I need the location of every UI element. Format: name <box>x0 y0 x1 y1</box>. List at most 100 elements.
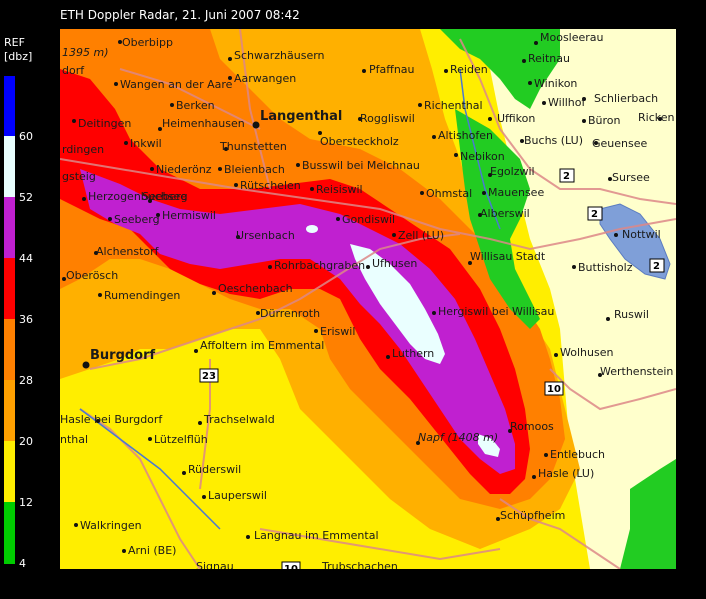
legend-tick-28: 28 <box>19 374 33 387</box>
place-oberoesch: Oberösch <box>66 269 118 282</box>
road-shield-2b: 2 <box>587 206 603 221</box>
place-moosleerau: Moosleerau <box>540 31 604 44</box>
legend-tick-60: 60 <box>19 130 33 143</box>
legend-band-44-52 <box>4 197 15 258</box>
place-willhof: Willhof <box>548 96 587 109</box>
place-gondiswil: Gondiswil <box>342 213 395 226</box>
echo-4-12-east <box>455 109 540 329</box>
legend-tick-12: 12 <box>19 496 33 509</box>
place-uffikon: Uffikon <box>497 112 535 125</box>
place-zell-lu: Zell (LU) <box>398 229 444 242</box>
place-schlierbach: Schlierbach <box>594 92 658 105</box>
echo-52-60-b <box>478 434 500 457</box>
place-seeberg: Seeberg <box>142 190 188 203</box>
river-wigger <box>459 68 501 230</box>
road-shield-2a: 2 <box>559 168 575 183</box>
place-inkwil: Inkwil <box>130 137 162 150</box>
road-network <box>60 29 676 569</box>
echo-52-60 <box>350 244 445 364</box>
place-herzogenbuchsee-partial: Herzogenbuchsee <box>88 190 187 203</box>
place-egolzwil: Egolzwil <box>490 165 535 178</box>
place-labels: Oberbipp 1395 m) dorf Schwarzhäusern Wan… <box>60 31 674 569</box>
place-roggliswil: Roggliswil <box>360 112 415 125</box>
place-buttisholz: Buttisholz <box>578 261 633 274</box>
place-langnau-im-emmental: Langnau im Emmental <box>254 529 379 542</box>
place-schwarzhausern: Schwarzhäusern <box>234 49 325 62</box>
place-hasle-lu: Hasle (LU) <box>538 467 594 480</box>
legend-band-36-44 <box>4 258 15 319</box>
place-luetzelflueh: Lützelflüh <box>154 433 208 446</box>
place-lauperswil: Lauperswil <box>208 489 267 502</box>
place-obersteckholz: Obersteckholz <box>320 135 399 148</box>
place-seeberg-b: Seeberg <box>114 213 160 226</box>
place-pfaffnau: Pfaffnau <box>369 63 415 76</box>
place-affoltern-im-emmental: Affoltern im Emmental <box>200 339 324 352</box>
place-alberswil: Alberswil <box>480 207 530 220</box>
place-romoos: Romoos <box>510 420 554 433</box>
road-shield-2a-label: 2 <box>563 171 570 182</box>
place-luthern: Luthern <box>392 347 434 360</box>
legend-tick-20: 20 <box>19 435 33 448</box>
river-emme <box>79 408 221 530</box>
place-wangen-an-der-aare: Wangen an der Aare <box>120 78 233 91</box>
place-hergiswil-bei-willisau: Hergiswil bei Willisau <box>438 305 554 318</box>
echo-52-60-c <box>306 225 318 233</box>
place-bleienbach: Bleienbach <box>224 163 285 176</box>
place-hermiswil: Hermiswil <box>162 209 216 222</box>
place-gsteig-partial: gsteig <box>62 170 96 183</box>
road-shield-10: 10 <box>544 381 564 396</box>
place-napf-summit: Napf (1408 m) <box>418 431 498 444</box>
road-shield-10-label: 10 <box>547 384 561 395</box>
place-winikon: Winikon <box>534 77 577 90</box>
place-rohrbachgraben: Rohrbachgraben <box>274 259 365 272</box>
place-ruederswil: Rüderswil <box>188 463 241 476</box>
echo-44-52 <box>80 169 515 474</box>
place-aarwangen: Aarwangen <box>234 72 296 85</box>
road-shield-10b-label: 10 <box>284 564 298 569</box>
place-alchenstorf: Alchenstorf <box>96 245 160 258</box>
place-buchs-lu: Buchs (LU) <box>524 134 583 147</box>
place-burgdorf: Burgdorf <box>90 348 156 363</box>
place-lauenthal-partial: nthal <box>60 433 88 446</box>
place-entlebuch: Entlebuch <box>550 448 605 461</box>
place-reiden: Reiden <box>450 63 488 76</box>
place-eriswil: Eriswil <box>320 325 355 338</box>
legend-band-52-60 <box>4 136 15 197</box>
legend-tick-52: 52 <box>19 191 33 204</box>
place-trachselwald: Trachselwald <box>203 413 275 426</box>
place-mauensee: Mauensee <box>488 186 544 199</box>
place-geuensee: Geuensee <box>592 137 648 150</box>
legend-tick-36: 36 <box>19 313 33 326</box>
legend-band-20-28 <box>4 380 15 441</box>
place-ursenbach: Ursenbach <box>236 229 295 242</box>
echo-4-12-north <box>440 29 560 109</box>
place-richenthal: Richenthal <box>424 99 483 112</box>
place-weissenstein-elevation: 1395 m) <box>62 46 109 59</box>
place-attiswil-partial: dorf <box>62 64 85 77</box>
echo-36-44 <box>60 69 530 494</box>
place-signau: Signau <box>196 560 234 569</box>
place-hasle-bei-burgdorf: Hasle bei Burgdorf <box>60 413 163 426</box>
place-arni-be: Arni (BE) <box>128 544 176 557</box>
legend-unit-dbz: [dbz] <box>4 50 33 63</box>
legend-band-12-20 <box>4 441 15 502</box>
legend-band-above-60 <box>4 76 15 136</box>
place-willisau-stadt: Willisau Stadt <box>470 250 546 263</box>
place-wolhusen: Wolhusen <box>560 346 613 359</box>
reflectivity-legend-bar <box>4 76 15 564</box>
place-niederoenz: Niederönz <box>156 163 212 176</box>
place-nebikon: Nebikon <box>460 150 505 163</box>
place-altishofen: Altishofen <box>438 129 493 142</box>
road-shield-23: 23 <box>199 368 219 383</box>
place-walkringen: Walkringen <box>80 519 142 532</box>
place-oeschenbach: Oeschenbach <box>218 282 293 295</box>
legend-tick-44: 44 <box>19 252 33 265</box>
place-thunstetten: Thunstetten <box>219 140 287 153</box>
place-werthenstein: Werthenstein <box>600 365 673 378</box>
place-duerrenroth: Dürrenroth <box>260 307 320 320</box>
place-reitnau: Reitnau <box>528 52 570 65</box>
radar-map[interactable]: 2 2 2 10 23 10 Oberbipp 1395 m) dorf Sch… <box>60 29 676 569</box>
place-sursee: Sursee <box>612 171 650 184</box>
legend-band-4-12 <box>4 502 15 564</box>
road-shield-2c: 2 <box>649 258 665 273</box>
